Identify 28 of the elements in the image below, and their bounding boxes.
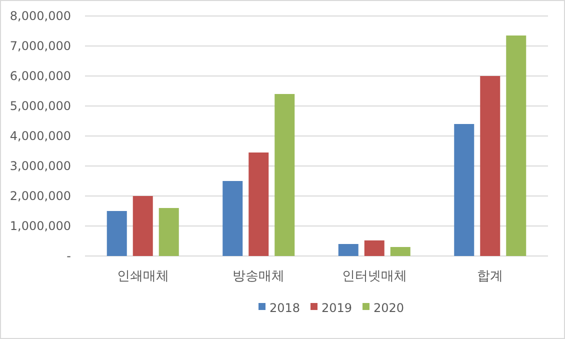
bar (454, 124, 474, 256)
y-tick-label: 2,000,000 (10, 189, 71, 203)
y-tick-label: 4,000,000 (10, 129, 71, 143)
y-tick-label: - (66, 249, 71, 263)
bar (132, 196, 153, 256)
x-tick-label: 방송매체 (232, 269, 285, 284)
x-tick-label: 인터넷매체 (342, 269, 407, 284)
bar (364, 240, 384, 256)
y-tick-label: 1,000,000 (10, 219, 71, 233)
bar (390, 247, 410, 256)
legend-label: 2020 (374, 301, 404, 315)
bar (480, 76, 500, 256)
bar (158, 208, 179, 256)
y-tick-label: 6,000,000 (10, 69, 71, 83)
legend-label: 2018 (270, 301, 300, 315)
x-tick-label: 합계 (477, 269, 504, 284)
bar (506, 36, 526, 256)
bar (106, 211, 127, 256)
bar (248, 152, 269, 256)
bar (274, 94, 295, 256)
y-tick-label: 5,000,000 (10, 99, 71, 113)
legend-label: 2019 (322, 301, 352, 315)
bar (222, 181, 243, 256)
y-tick-label: 8,000,000 (10, 9, 71, 23)
x-tick-label: 인쇄매체 (116, 269, 169, 284)
bar (338, 244, 358, 256)
y-tick-label: 7,000,000 (10, 39, 71, 53)
y-tick-label: 3,000,000 (10, 159, 71, 173)
